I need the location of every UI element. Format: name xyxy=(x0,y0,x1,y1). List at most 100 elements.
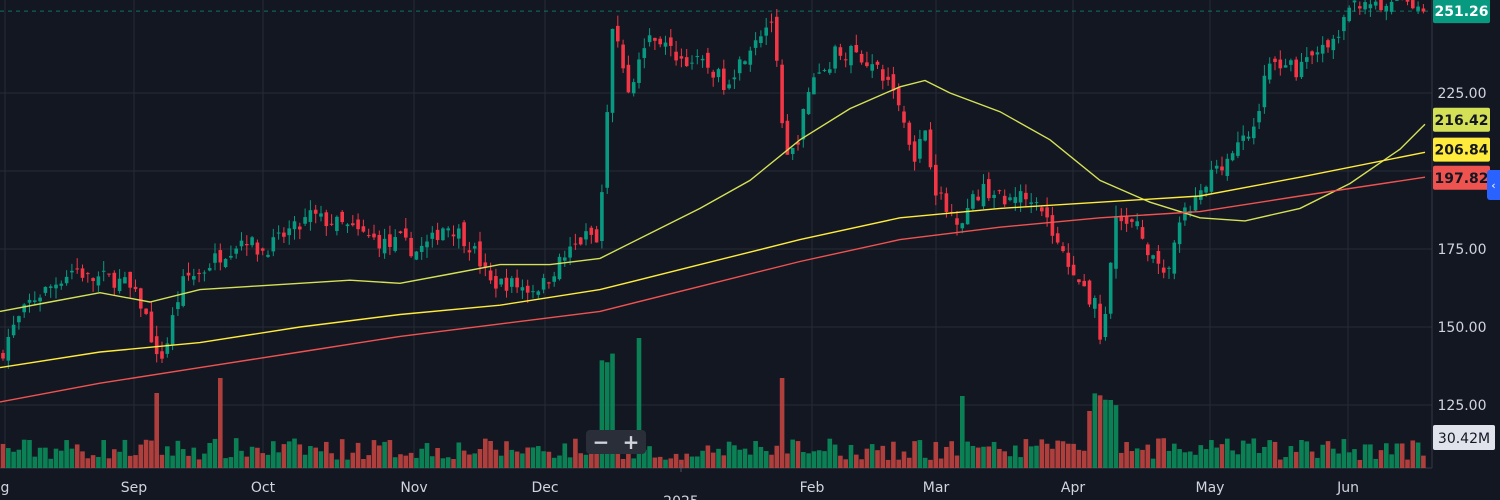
volume-bar xyxy=(1293,451,1299,468)
x-axis: g Sep Oct Nov Dec Feb Mar Apr May Jun 2025 xyxy=(1,464,1359,500)
volume-bar xyxy=(377,445,382,468)
candle-body xyxy=(1204,186,1208,193)
candle-body xyxy=(218,250,223,263)
volume-bar xyxy=(869,444,875,468)
candle-body xyxy=(828,69,832,73)
candle-body xyxy=(578,237,583,245)
candle-body xyxy=(631,82,636,94)
candle-body xyxy=(80,268,85,278)
candle-body xyxy=(303,217,307,224)
volume-bar xyxy=(742,448,748,468)
candle-body xyxy=(1140,227,1145,239)
volume-bar xyxy=(456,442,462,468)
volume-bar xyxy=(657,456,663,468)
volume-bar xyxy=(1172,443,1177,468)
candle-body xyxy=(711,71,715,78)
candle-body xyxy=(923,130,927,141)
volume-bar xyxy=(1315,457,1320,468)
candle-body xyxy=(1273,58,1277,63)
volume-bar xyxy=(822,451,827,468)
collapse-panel-button[interactable]: ‹ xyxy=(1487,170,1500,200)
volume-bar xyxy=(196,459,202,468)
volume-bar xyxy=(117,451,122,468)
candle-body xyxy=(1379,0,1383,11)
candle-body xyxy=(1315,52,1320,55)
candle-body xyxy=(955,218,959,225)
candle-body xyxy=(934,164,938,196)
candle-body xyxy=(706,52,710,68)
volume-bar xyxy=(631,458,636,468)
volume-bar xyxy=(1214,447,1219,468)
volume-bar xyxy=(530,447,536,468)
candle-body xyxy=(186,272,191,276)
volume-bar xyxy=(557,455,562,468)
volume-bar xyxy=(891,441,896,468)
candle-body xyxy=(594,229,599,243)
candle-body xyxy=(472,246,477,249)
volume-bar xyxy=(610,353,615,468)
candle-body xyxy=(372,233,376,238)
candle-body xyxy=(430,232,435,239)
candle-body xyxy=(658,38,662,45)
candle-body xyxy=(790,147,795,155)
zoom-in-button[interactable]: + xyxy=(622,430,640,454)
candle-body xyxy=(748,50,753,65)
volume-bar xyxy=(1225,438,1230,468)
candle-body xyxy=(1177,222,1182,245)
candle-body xyxy=(600,192,604,241)
volume-bar xyxy=(1346,452,1352,468)
volume-bar xyxy=(90,455,96,468)
candle-body xyxy=(234,248,238,254)
candle-body xyxy=(266,254,270,257)
candle-body xyxy=(245,244,249,246)
ma-badge: 206.84 xyxy=(1434,143,1488,159)
x-tick-label: Sep xyxy=(121,480,148,496)
candle-body xyxy=(1124,215,1129,224)
candle-body xyxy=(806,92,811,115)
volume-bar xyxy=(435,448,440,468)
zoom-out-button[interactable]: − xyxy=(592,430,610,454)
volume-bar xyxy=(710,452,716,468)
candle-body xyxy=(1040,207,1044,212)
volume-bar xyxy=(636,338,642,468)
y-tick-label: 125.00 xyxy=(1438,398,1487,414)
grid-lines xyxy=(0,0,1433,469)
candle-body xyxy=(260,248,265,251)
volume-bar xyxy=(1198,445,1204,468)
x-tick-label: Oct xyxy=(251,480,276,496)
ma-badge-bg xyxy=(1433,165,1490,190)
candle-body xyxy=(1326,40,1330,48)
volume-bar xyxy=(408,452,414,468)
volume-bar xyxy=(27,440,32,468)
volume-bar xyxy=(112,449,117,468)
volume-bar xyxy=(1272,441,1278,468)
candle-body xyxy=(356,219,360,230)
candle-body xyxy=(573,243,578,245)
candle-body xyxy=(944,193,949,212)
chevron-left-icon: ‹ xyxy=(1491,178,1496,192)
candle-body xyxy=(1167,267,1171,269)
volume-bar xyxy=(1129,451,1135,468)
volume-bar xyxy=(281,444,287,468)
volume-bar xyxy=(488,440,493,468)
volume-bar xyxy=(594,443,599,468)
volume-bar xyxy=(1336,453,1341,468)
volume-bar xyxy=(790,439,795,468)
ma-badge-bg xyxy=(1433,137,1490,162)
volume-bar xyxy=(1182,452,1188,468)
volume-bar xyxy=(1193,454,1198,468)
volume-bar xyxy=(1262,446,1267,468)
volume-bar xyxy=(848,444,854,468)
candle-body xyxy=(1310,51,1314,56)
volume-bar xyxy=(1166,450,1172,468)
candle-body xyxy=(101,270,106,272)
candle-body xyxy=(1411,0,1415,9)
volume-bar xyxy=(1140,449,1145,468)
candle-body xyxy=(753,40,758,48)
volume-bar xyxy=(101,440,106,468)
candle-body xyxy=(112,272,117,288)
candle-body xyxy=(366,235,371,237)
candle-body xyxy=(139,288,143,309)
candle-body xyxy=(75,268,79,270)
